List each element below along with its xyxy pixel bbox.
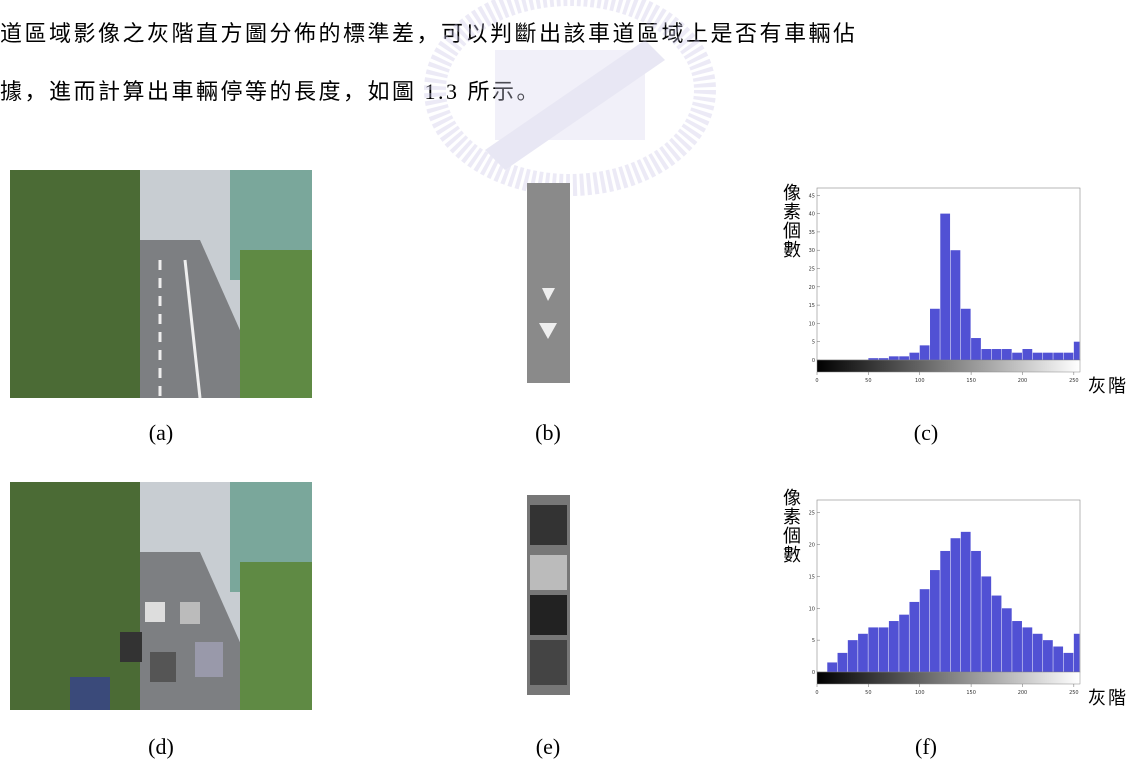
bar [1053,647,1063,672]
histogram: 0 5 10 15 20 25 30 35 40 45 0 50 100 150 200 250 [805,180,1085,395]
y-tick-label: 25 [809,511,815,517]
bar [1043,353,1053,360]
caption: (a) [149,420,173,446]
y-tick-label: 15 [809,303,815,309]
y-tick-label: 40 [809,212,815,218]
gray-colorbar [817,672,1080,684]
y-tick-label: 35 [809,230,815,236]
x-tick-label: 0 [815,690,818,696]
bar [1002,608,1012,672]
bar [971,551,981,672]
watermark [415,0,725,200]
x-tick-label: 250 [1069,690,1079,696]
y-tick-label: 5 [812,340,815,346]
photo [10,482,312,710]
bar [1053,353,1063,360]
y-tick-label: 25 [809,267,815,273]
caption: (b) [535,420,561,446]
bar [1002,349,1012,360]
caption: (c) [914,420,938,446]
x-tick-label: 100 [915,378,925,384]
y-tick-label: 20 [809,543,815,549]
bar [940,551,950,672]
bar [1074,342,1080,360]
lane-strip [527,495,570,695]
bar [992,349,1002,360]
bar [1012,353,1022,360]
bar [1022,627,1032,672]
bar [930,309,940,360]
y-tick-label: 45 [809,193,815,199]
bar [899,615,909,672]
y-axis-label: 像素個數 [782,488,800,564]
bar [971,338,981,360]
bar [951,250,961,360]
bar [868,358,878,360]
bar [879,358,889,360]
y-tick-label: 15 [809,574,815,580]
bar [1064,353,1074,360]
x-axis-label: 灰階 [1088,372,1128,398]
bar [858,634,868,672]
bar [889,356,899,360]
x-tick-label: 50 [865,690,871,696]
bar [1074,634,1080,672]
caption: (e) [536,734,560,760]
bar [920,589,930,672]
bar [961,532,971,672]
lane-strip [527,183,570,383]
y-tick-label: 30 [809,248,815,254]
y-tick-label: 10 [809,606,815,612]
x-tick-label: 100 [915,690,925,696]
y-tick-label: 0 [812,358,815,364]
gray-colorbar [817,360,1080,372]
bar [879,627,889,672]
photo [10,170,312,398]
bar [951,538,961,672]
y-tick-label: 0 [812,670,815,676]
bar [961,309,971,360]
bar [930,570,940,672]
bar [889,621,899,672]
bar [909,353,919,360]
bar [1043,640,1053,672]
x-tick-label: 50 [865,378,871,384]
x-tick-label: 200 [1018,378,1028,384]
x-axis-label: 灰階 [1088,684,1128,710]
y-axis-label: 像素個數 [782,183,800,259]
bar [1064,653,1074,672]
bar [1012,621,1022,672]
x-tick-label: 0 [815,378,818,384]
bar [920,345,930,360]
bar [940,214,950,360]
x-tick-label: 200 [1018,690,1028,696]
bar [981,576,991,672]
x-tick-label: 150 [966,690,976,696]
bar [909,602,919,672]
bar [981,349,991,360]
x-tick-label: 250 [1069,378,1079,384]
y-tick-label: 20 [809,285,815,291]
bar [868,627,878,672]
y-tick-label: 10 [809,321,815,327]
page: 道區域影像之灰階直方圖分佈的標準差，可以判斷出該車道區域上是否有車輛佔 據，進而… [0,0,1133,767]
bar [838,653,848,672]
bar [899,356,909,360]
bar [992,596,1002,672]
caption: (f) [915,734,937,760]
bar [1022,349,1032,360]
bar [848,640,858,672]
y-tick-label: 5 [812,638,815,644]
bar [827,662,837,672]
caption: (d) [148,734,174,760]
x-tick-label: 150 [966,378,976,384]
bar [1033,634,1043,672]
bar [1033,353,1043,360]
